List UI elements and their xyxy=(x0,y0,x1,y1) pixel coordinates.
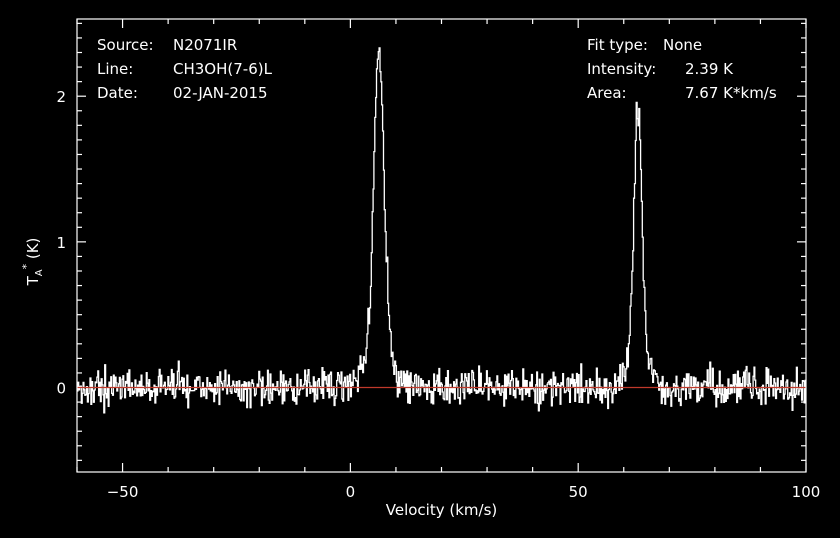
spectrum-line xyxy=(77,47,807,414)
x-axis-label: Velocity (km/s) xyxy=(386,501,497,519)
intensity-value: 2.39 K xyxy=(685,60,734,78)
date-label: Date: xyxy=(97,84,138,102)
source-value: N2071IR xyxy=(173,36,237,54)
x-tick-label: 50 xyxy=(569,483,588,501)
source-label: Source: xyxy=(97,36,154,54)
y-tick-label: 2 xyxy=(56,88,66,106)
fit-type-label: Fit type: xyxy=(587,36,648,54)
y-axis-label-main: T xyxy=(24,275,42,286)
y-axis-label-sub: A xyxy=(34,269,45,276)
area-label: Area: xyxy=(587,84,627,102)
fit-type-value: None xyxy=(663,36,702,54)
line-value: CH3OH(7-6)L xyxy=(173,60,273,78)
y-axis-label-sup: * xyxy=(20,263,33,269)
y-tick-label: 0 xyxy=(56,380,66,398)
y-axis-label-unit: (K) xyxy=(24,238,42,264)
y-axis-label-text: TA* (K) xyxy=(20,238,45,287)
x-tick-label: −50 xyxy=(107,483,139,501)
x-tick-label: 100 xyxy=(792,483,821,501)
date-value: 02-JAN-2015 xyxy=(173,84,268,102)
plot-frame xyxy=(76,18,807,473)
axes: −50 0 50 100 0 1 2 xyxy=(56,19,820,501)
y-tick-label: 1 xyxy=(56,234,66,252)
intensity-label: Intensity: xyxy=(587,60,656,78)
spectrum-series xyxy=(77,47,807,414)
header-info: Source: N2071IR Line: CH3OH(7-6)L Date: … xyxy=(97,36,777,102)
line-label: Line: xyxy=(97,60,133,78)
area-value: 7.67 K*km/s xyxy=(685,84,777,102)
x-tick-label: 0 xyxy=(346,483,356,501)
y-axis-label: TA* (K) xyxy=(20,238,45,287)
